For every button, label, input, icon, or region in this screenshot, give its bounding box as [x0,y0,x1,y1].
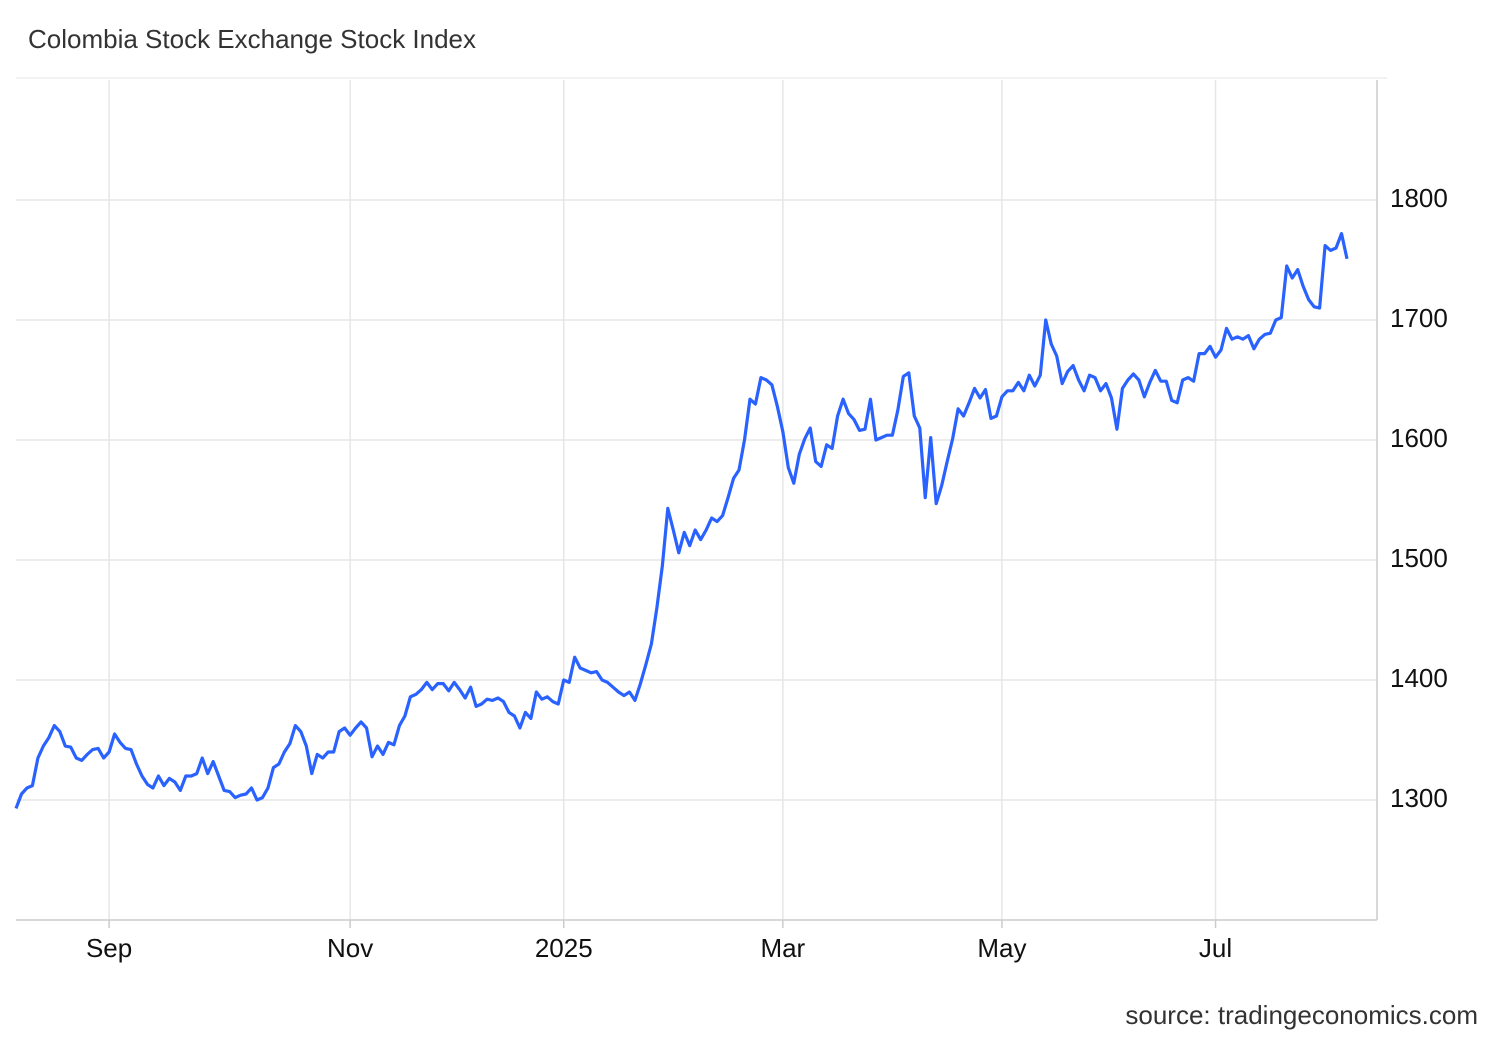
x-tick-label: May [977,933,1026,963]
source: source: tradingeconomics.com [1125,1000,1478,1030]
y-tick-label: 1500 [1390,543,1448,573]
x-tick-label: Mar [760,933,805,963]
y-tick-label: 1600 [1390,423,1448,453]
y-tick-label: 1300 [1390,783,1448,813]
chart-title: Colombia Stock Exchange Stock Index [28,24,476,54]
x-tick-label: Sep [86,933,132,963]
y-tick-label: 1400 [1390,663,1448,693]
y-tick-label: 1800 [1390,183,1448,213]
y-tick-label: 1700 [1390,303,1448,333]
data-line [14,232,1349,809]
x-tick-label: 2025 [535,933,593,963]
x-tick-label: Nov [327,933,373,963]
x-tick-label: Jul [1199,933,1232,963]
